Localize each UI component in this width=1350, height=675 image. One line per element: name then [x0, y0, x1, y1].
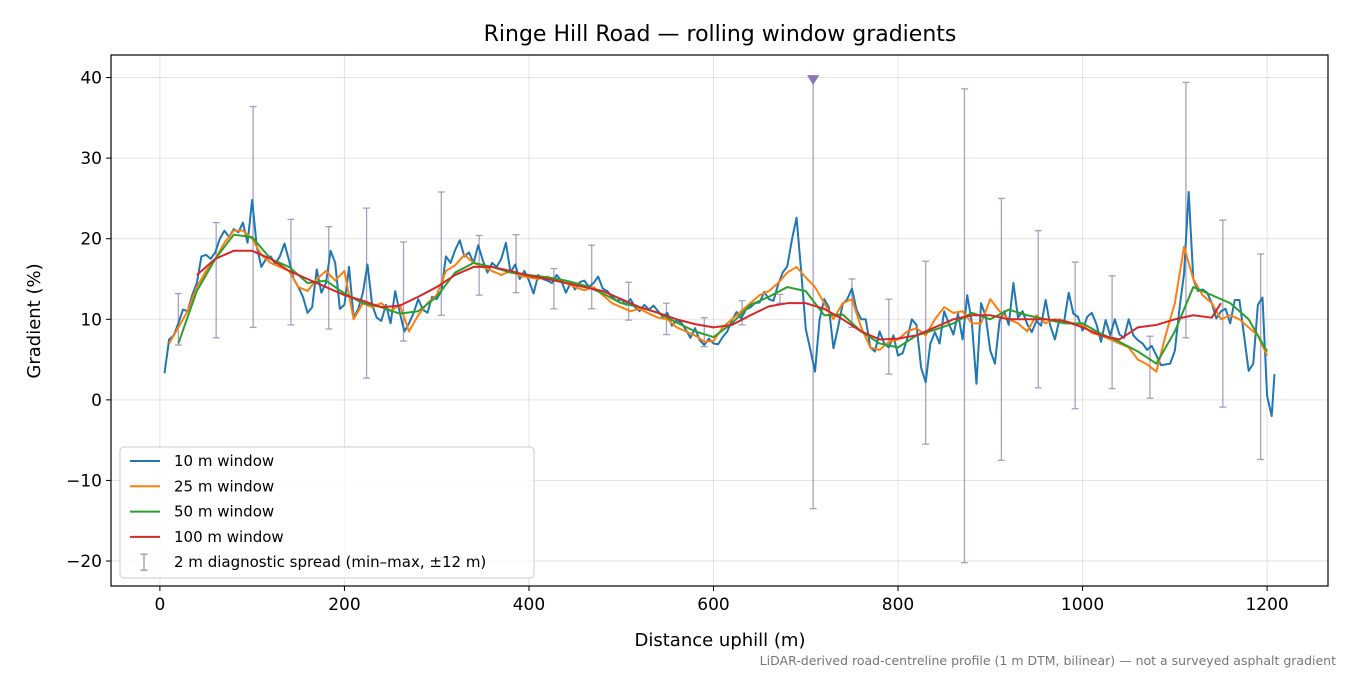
- legend-label: 25 m window: [174, 477, 274, 495]
- legend-label: 2 m diagnostic spread (min–max, ±12 m): [174, 553, 486, 571]
- legend: 10 m window 25 m window 50 m window 100 m w…: [119, 446, 535, 579]
- y-tick-label: −20: [66, 552, 102, 572]
- series-line: [177, 233, 1268, 365]
- y-axis: −20 −10 0 10 20 30 40: [66, 69, 111, 572]
- x-tick-label: 600: [697, 595, 729, 615]
- y-tick-label: 40: [80, 69, 102, 89]
- x-axis: 0 200 400 600 800 1000 1200: [154, 586, 1289, 615]
- chart-title: Ringe Hill Road — rolling window gradien…: [484, 22, 957, 47]
- y-tick-label: −10: [66, 471, 102, 491]
- legend-box: [119, 446, 535, 579]
- legend-label: 10 m window: [174, 452, 274, 470]
- x-tick-label: 200: [328, 595, 360, 615]
- y-tick-label: 10: [80, 310, 102, 330]
- x-tick-label: 1200: [1245, 595, 1288, 615]
- x-tick-label: 1000: [1061, 595, 1104, 615]
- errorbar-series: [174, 78, 1265, 564]
- x-axis-label: Distance uphill (m): [635, 630, 806, 651]
- legend-label: 50 m window: [174, 503, 274, 521]
- y-tick-label: 30: [80, 149, 102, 169]
- y-axis-label: Gradient (%): [24, 263, 45, 378]
- clipped-marker: [807, 75, 820, 86]
- plot-area: [163, 75, 1276, 564]
- x-tick-label: 800: [882, 595, 914, 615]
- series-line: [163, 190, 1276, 417]
- y-tick-label: 0: [91, 391, 102, 411]
- y-tick-label: 20: [80, 230, 102, 250]
- legend-label: 100 m window: [174, 528, 284, 546]
- footnote: LiDAR-derived road-centreline profile (1…: [760, 653, 1336, 668]
- series-line: [196, 249, 1222, 341]
- x-tick-label: 0: [154, 595, 165, 615]
- x-tick-label: 400: [513, 595, 545, 615]
- axes-frame: [110, 54, 1329, 587]
